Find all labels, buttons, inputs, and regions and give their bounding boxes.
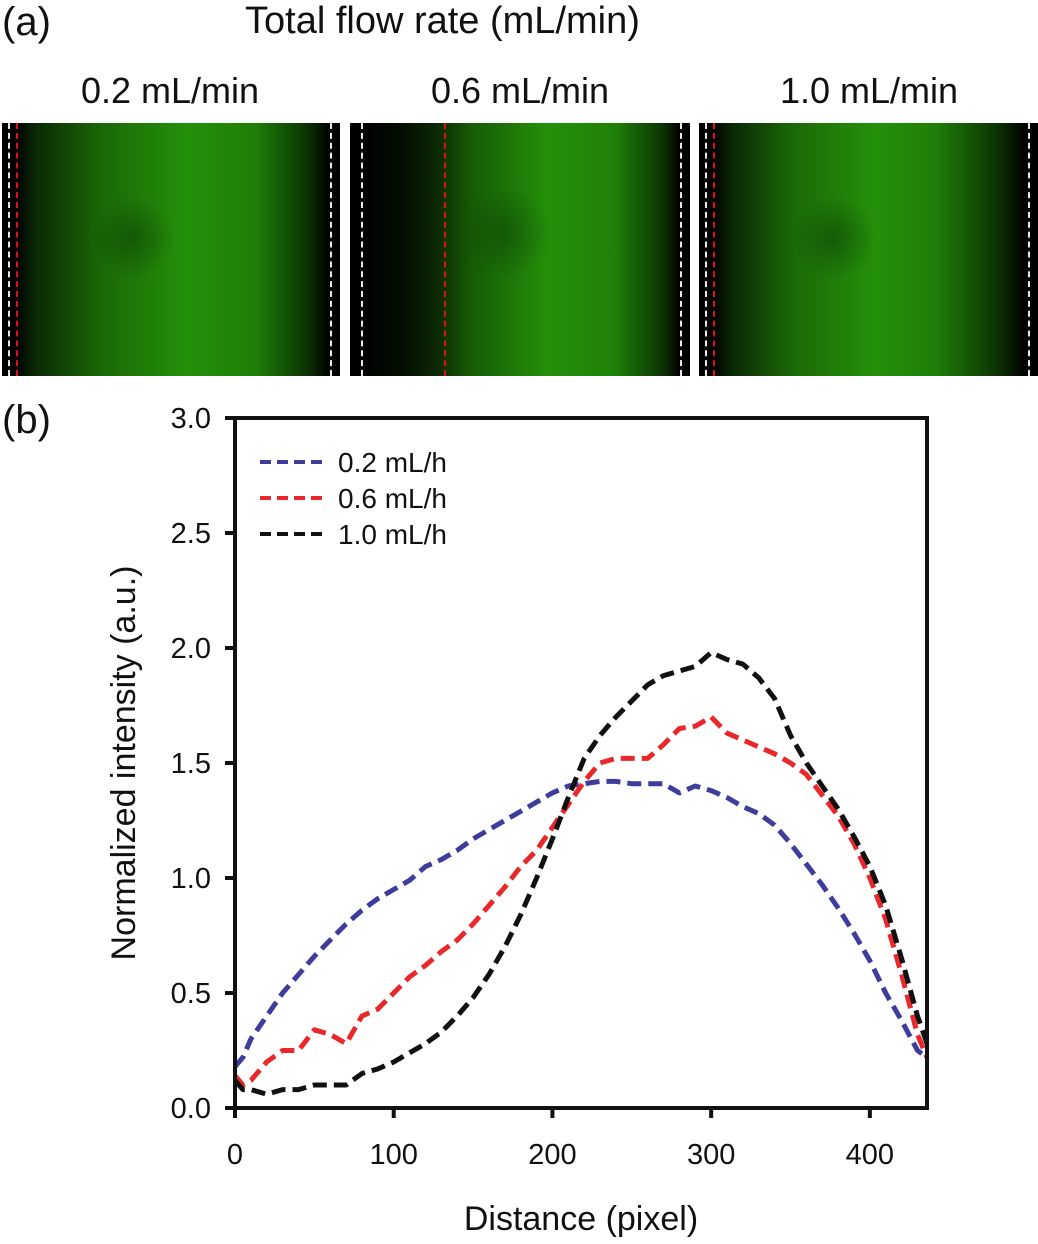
channel-wall-right — [1028, 123, 1030, 376]
intensity-line-chart: 0 100 200 300 400 0.0 0.5 1.0 1.5 2.0 2.5 3.0 Dist… — [105, 403, 930, 1238]
image-label-0.6: 0.6 mL/min — [430, 70, 610, 111]
y-axis-ticks: 0.0 0.5 1.0 1.5 2.0 2.5 3.0 — [171, 403, 235, 1125]
y-tick-label: 0.5 — [171, 978, 211, 1010]
interface-line — [713, 123, 715, 376]
legend-label: 1.0 mL/h — [338, 519, 447, 550]
series-layer — [233, 650, 930, 1097]
y-tick-label: 2.0 — [171, 633, 211, 665]
panel-a-title: Total flow rate (mL/min) — [245, 0, 640, 42]
image-label-0.2: 0.2 mL/min — [80, 70, 260, 111]
y-tick-label: 0.0 — [171, 1093, 211, 1125]
y-tick-label: 3.0 — [171, 403, 211, 435]
x-axis-title: Distance (pixel) — [464, 1200, 698, 1238]
fluorescence-glow — [2, 123, 340, 376]
fluorescence-image-0.2 — [2, 123, 340, 376]
x-tick-label: 200 — [528, 1139, 576, 1171]
series-line-1-0-ml-h — [233, 650, 930, 1097]
legend-label: 0.2 mL/h — [338, 447, 447, 478]
channel-wall-left — [705, 123, 707, 376]
x-tick-label: 400 — [846, 1139, 894, 1171]
y-axis-title: Normalized intensity (a.u.) — [105, 566, 143, 961]
x-axis-ticks: 0 100 200 300 400 — [227, 1108, 894, 1171]
dark-spot — [92, 193, 172, 283]
interface-line — [444, 123, 446, 376]
y-tick-label: 2.5 — [171, 518, 211, 550]
panel-a-label: (a) — [2, 0, 51, 44]
legend: 0.2 mL/h 0.6 mL/h 1.0 mL/h — [260, 447, 447, 550]
x-tick-label: 300 — [687, 1139, 735, 1171]
fluorescence-image-0.6 — [350, 123, 690, 376]
y-tick-label: 1.5 — [171, 748, 211, 780]
legend-label: 0.6 mL/h — [338, 483, 447, 514]
y-tick-label: 1.0 — [171, 863, 211, 895]
x-tick-label: 100 — [370, 1139, 418, 1171]
fluorescence-glow — [350, 123, 690, 376]
panel-b-label: (b) — [2, 398, 51, 442]
series-line-0-2-ml-h — [233, 778, 929, 1069]
image-label-1.0: 1.0 mL/min — [779, 70, 959, 111]
channel-wall-left — [361, 123, 363, 376]
series-line-0-6-ml-h — [233, 714, 930, 1088]
channel-wall-right — [330, 123, 332, 376]
dark-spot — [794, 193, 874, 283]
fluorescence-image-1.0 — [699, 123, 1038, 376]
interface-line — [16, 123, 18, 376]
channel-wall-right — [680, 123, 682, 376]
channel-wall-left — [8, 123, 10, 376]
x-tick-label: 0 — [227, 1139, 243, 1171]
dark-spot — [460, 183, 550, 283]
fluorescence-glow — [699, 123, 1038, 376]
